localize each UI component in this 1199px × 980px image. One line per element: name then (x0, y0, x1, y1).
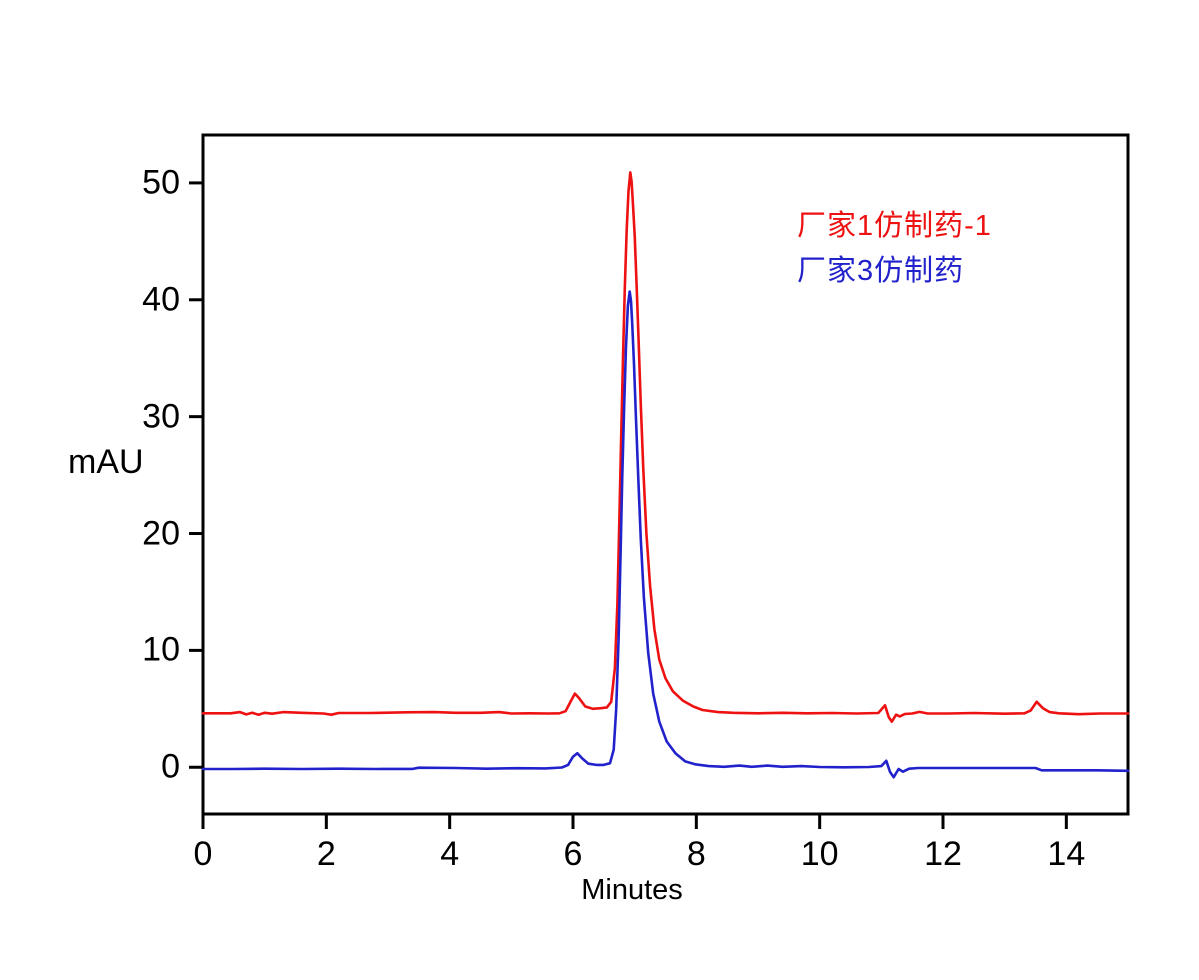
x-tick-label: 12 (924, 835, 962, 873)
x-axis-title: Minutes (581, 874, 683, 906)
x-tick-label: 10 (800, 835, 839, 873)
x-tick-label: 6 (563, 835, 583, 873)
y-tick-label: 50 (142, 163, 180, 202)
y-tick-label: 20 (142, 514, 180, 553)
y-tick-label: 30 (142, 397, 180, 436)
series-1-trace (201, 171, 1130, 724)
y-tick-label: 0 (161, 747, 180, 786)
plot-frame (201, 133, 1130, 816)
legend-series-2-label: 厂家3仿制药 (797, 255, 965, 287)
y-tick-label: 10 (142, 630, 180, 669)
y-axis-title: mAU (68, 443, 144, 481)
y-tick-label: 40 (142, 280, 180, 319)
x-tick-label: 2 (316, 835, 336, 873)
x-tick-label: 4 (440, 835, 460, 873)
series-2-trace (201, 290, 1130, 779)
legend-series-1-label: 厂家1仿制药-1 (797, 210, 992, 242)
x-tick-label: 14 (1047, 835, 1086, 873)
x-tick-label: 0 (193, 835, 213, 873)
x-tick-label: 8 (686, 835, 706, 873)
